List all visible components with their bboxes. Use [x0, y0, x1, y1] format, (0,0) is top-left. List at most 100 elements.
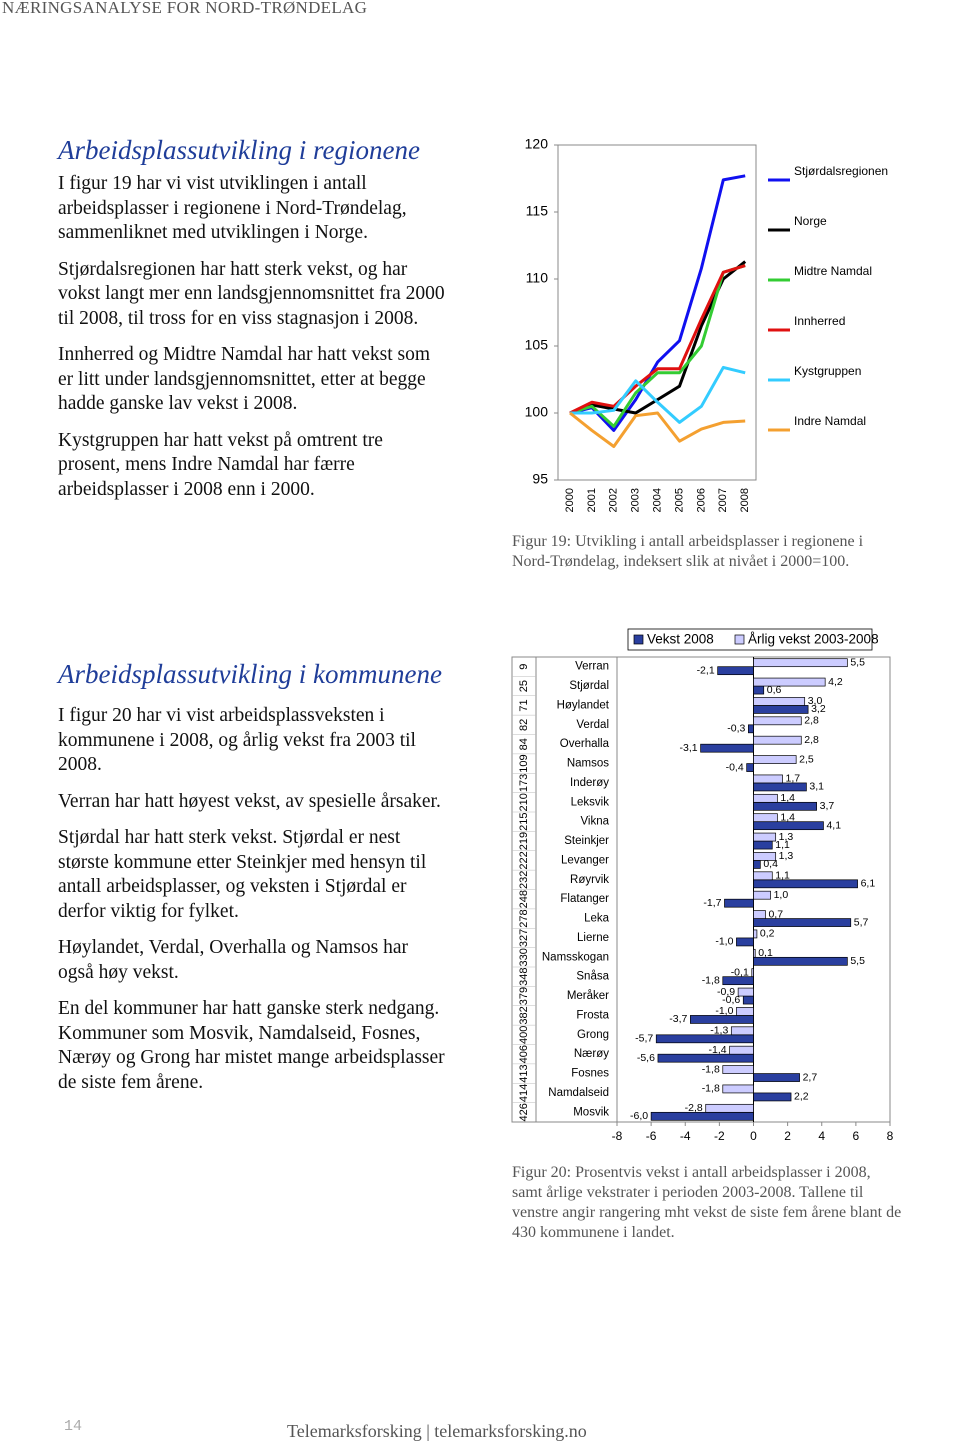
x-tick-label: 2001: [586, 488, 598, 512]
data-label: -1,4: [709, 1044, 727, 1056]
x-tick-label: -2: [714, 1129, 725, 1143]
bar: [753, 755, 797, 764]
rank-label: 210: [518, 793, 530, 811]
bar: [753, 1073, 800, 1082]
data-label: -2,8: [685, 1102, 703, 1114]
category-label: Snåsa: [576, 971, 609, 983]
y-tick-label: 95: [532, 471, 548, 487]
bar: [705, 1103, 754, 1113]
data-label: 6,1: [861, 878, 876, 890]
bar: [753, 948, 756, 958]
bar: [753, 840, 773, 850]
section-title: Arbeidsplassutvikling i kommunene: [58, 659, 442, 689]
legend-label: Midtre Namdal: [794, 264, 872, 278]
y-tick-label: 120: [525, 136, 549, 152]
rank-label: 379: [518, 987, 530, 1005]
rank-label: 278: [518, 909, 530, 927]
rank-label: 426: [518, 1103, 530, 1121]
bar: [650, 1111, 754, 1121]
section-title: Arbeidsplassutvikling i regionene: [58, 135, 420, 165]
data-label: 0,1: [758, 947, 773, 959]
page-number: 14: [64, 1418, 83, 1435]
data-label: 3,2: [811, 703, 826, 715]
data-label: 1,3: [779, 850, 794, 862]
bar: [746, 763, 754, 772]
bar: [742, 995, 754, 1005]
data-label: 1,7: [786, 773, 801, 785]
rank-label: 219: [518, 832, 530, 850]
bar: [753, 774, 783, 784]
data-label: -3,7: [669, 1013, 687, 1025]
data-label: -6,0: [630, 1110, 648, 1122]
data-label: -1,8: [702, 1083, 720, 1095]
category-label: Verdal: [576, 719, 609, 731]
bar: [753, 697, 806, 706]
bar: [753, 735, 802, 745]
bar: [753, 677, 826, 687]
paragraph: Kystgruppen har hatt vekst på omtrent tr…: [58, 429, 383, 500]
bar: [753, 793, 778, 803]
bar: [729, 1045, 754, 1055]
category-label: Meråker: [567, 990, 609, 1002]
rank-label: 71: [518, 699, 530, 711]
category-label: Nærøy: [574, 1048, 609, 1060]
bar: [700, 743, 754, 753]
category-label: Verran: [575, 661, 609, 673]
rank-label: 232: [518, 871, 530, 889]
category-label: Vikna: [580, 816, 609, 828]
category-label: Levanger: [561, 854, 609, 866]
data-label: 4,1: [826, 819, 841, 831]
plot-frame: [557, 144, 757, 481]
category-label: Høylandet: [557, 699, 610, 711]
x-tick-label: 2007: [717, 488, 729, 512]
category-label: Leka: [584, 913, 610, 925]
category-label: Namdalseid: [548, 1087, 609, 1099]
section-regions: Arbeidsplassutvikling i regionene I figu…: [58, 134, 446, 514]
category-label: Grong: [577, 1029, 609, 1041]
legend-label: Norge: [794, 214, 827, 228]
series-line: [570, 365, 746, 424]
data-label: -2,1: [697, 664, 715, 676]
plot-frame: [511, 656, 891, 1123]
data-label: -0,4: [726, 761, 744, 773]
bar: [737, 987, 754, 997]
bar: [753, 890, 771, 900]
data-label: -1,0: [715, 1005, 733, 1017]
data-label: 2,8: [804, 734, 819, 746]
y-tick-label: 105: [525, 337, 549, 353]
bar: [753, 716, 802, 726]
data-label: -5,6: [637, 1052, 655, 1064]
bar: [753, 705, 809, 714]
x-tick-label: 2005: [673, 488, 685, 512]
paragraph: Verran har hatt høyest vekst, av spesiel…: [58, 790, 441, 812]
x-tick-label: 2003: [630, 488, 642, 512]
data-label: -1,3: [710, 1025, 728, 1037]
bar: [753, 929, 758, 939]
data-label: 1,0: [774, 889, 789, 901]
data-label: -0,1: [731, 966, 749, 978]
x-tick-label: 2: [784, 1129, 791, 1143]
data-label: 1,3: [779, 831, 794, 843]
legend-label: Årlig vekst 2003-2008: [748, 632, 879, 647]
y-tick-label: 110: [526, 270, 549, 286]
data-label: -0,6: [722, 994, 740, 1006]
paragraph: En del kommuner har hatt ganske sterk ne…: [58, 998, 445, 1093]
paragraph: Stjørdalsregionen har hatt sterk vekst, …: [58, 258, 445, 329]
bar: [753, 852, 777, 861]
data-label: -1,7: [703, 897, 721, 909]
legend-label: Innherred: [794, 314, 845, 328]
category-label: Namsskogan: [542, 951, 609, 963]
bar: [753, 1092, 792, 1102]
category-label: Lierne: [577, 932, 609, 944]
legend-swatch: [734, 634, 745, 645]
category-label: Inderøy: [570, 777, 609, 789]
rank-label: 82: [518, 719, 530, 731]
x-tick-label: 2002: [608, 488, 620, 512]
category-label: Namsos: [567, 758, 609, 770]
rank-label: 413: [518, 1064, 530, 1082]
legend-label: Vekst 2008: [647, 632, 714, 647]
data-label: -1,8: [702, 974, 720, 986]
rank-label: 406: [518, 1045, 530, 1063]
data-label: 4,2: [828, 676, 843, 688]
